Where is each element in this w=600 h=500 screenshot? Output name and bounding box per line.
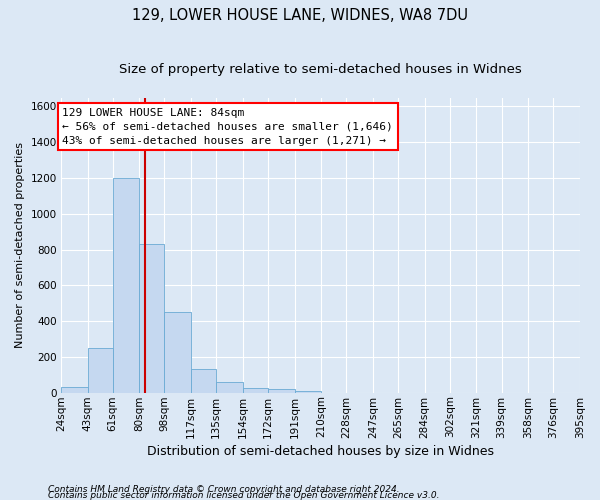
Text: Contains public sector information licensed under the Open Government Licence v3: Contains public sector information licen…: [48, 490, 439, 500]
Bar: [295, 391, 321, 392]
Bar: [61, 388, 88, 392]
Bar: [191, 368, 216, 392]
Text: Contains HM Land Registry data © Crown copyright and database right 2024.: Contains HM Land Registry data © Crown c…: [48, 484, 400, 494]
Bar: [164, 312, 191, 392]
Bar: [268, 389, 295, 392]
Bar: [113, 178, 139, 392]
Bar: [139, 244, 164, 392]
Text: 129, LOWER HOUSE LANE, WIDNES, WA8 7DU: 129, LOWER HOUSE LANE, WIDNES, WA8 7DU: [132, 8, 468, 22]
Bar: [88, 348, 113, 393]
Bar: [243, 388, 268, 392]
Bar: [216, 382, 243, 392]
X-axis label: Distribution of semi-detached houses by size in Widnes: Distribution of semi-detached houses by …: [147, 444, 494, 458]
Title: Size of property relative to semi-detached houses in Widnes: Size of property relative to semi-detach…: [119, 62, 522, 76]
Y-axis label: Number of semi-detached properties: Number of semi-detached properties: [15, 142, 25, 348]
Text: 129 LOWER HOUSE LANE: 84sqm
← 56% of semi-detached houses are smaller (1,646)
43: 129 LOWER HOUSE LANE: 84sqm ← 56% of sem…: [62, 108, 393, 146]
